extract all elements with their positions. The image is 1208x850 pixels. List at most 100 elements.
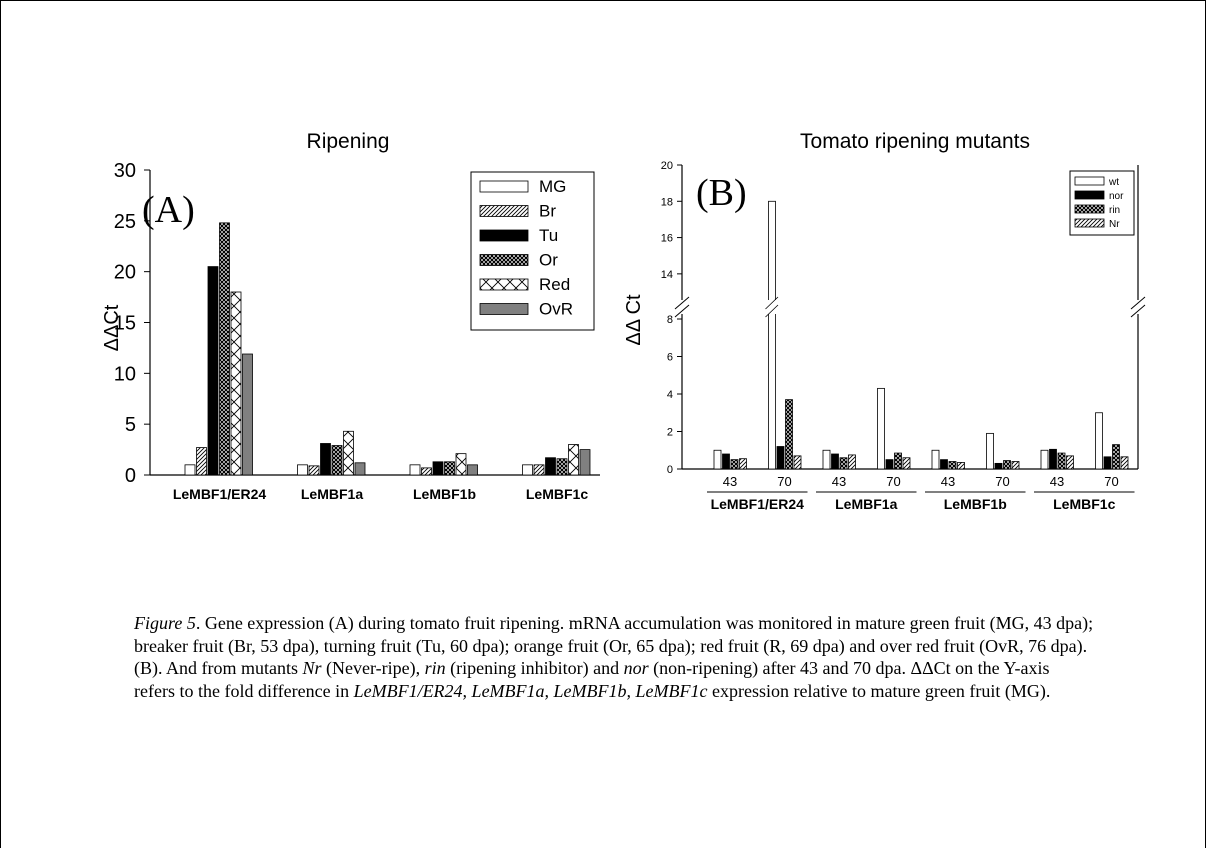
bar: [822, 449, 831, 470]
bar: [184, 464, 196, 476]
legend-label: rin: [1109, 205, 1120, 216]
bar: [768, 200, 776, 470]
panel-b-chart: 0 2 4 6 8 14 16 18 20 43 70 43 70 43 70 43 70 LeMBF1/ER24…: [661, 160, 1146, 512]
x-tick-label: LeMBF1c: [526, 486, 588, 502]
x-tick-label: 43: [723, 474, 737, 489]
legend-label: MG: [539, 177, 566, 196]
x-tick-label: 43: [941, 474, 955, 489]
x-tick-label: 70: [777, 474, 791, 489]
axis-break-mark: [674, 304, 690, 318]
bar: [957, 462, 965, 470]
x-tick-label: LeMBF1a: [301, 486, 363, 502]
bar: [444, 461, 455, 476]
group-label: LeMBF1/ER24: [711, 496, 805, 512]
bar: [432, 461, 444, 476]
legend-swatch: [1074, 176, 1105, 186]
bar-break-gap: [767, 300, 777, 314]
panel-a-title: Ripening: [307, 130, 390, 153]
bar: [409, 464, 421, 476]
bar: [568, 444, 579, 476]
axis-break-mark: [1130, 304, 1146, 318]
legend-swatch: [479, 229, 529, 242]
bar: [902, 457, 911, 470]
bar: [556, 458, 568, 476]
figure-charts: Ripening (A) ΔΔCt Tomato ripening mutant…: [101, 130, 1146, 512]
y-tick-label: 25: [114, 211, 136, 233]
bar-break-mark: [765, 304, 779, 318]
legend-swatch: [1074, 204, 1105, 214]
bar: [308, 465, 320, 476]
y-tick-label: 4: [667, 389, 673, 401]
y-tick-label: 8: [667, 314, 673, 326]
bar: [242, 353, 253, 476]
y-tick-label: 18: [661, 196, 673, 208]
x-tick-label: 70: [1104, 474, 1118, 489]
bar: [986, 432, 994, 470]
bar: [522, 464, 533, 476]
bar: [354, 462, 366, 476]
bar: [931, 449, 940, 470]
bar: [739, 458, 747, 470]
caption-label: Figure 5: [134, 613, 196, 633]
bar: [1057, 452, 1066, 470]
legend-label: wt: [1108, 177, 1119, 188]
bar: [230, 291, 242, 476]
panel-a-chart: 0 5 10 15 20 25 30 LeMBF1/ER24 LeMBF1a LeMBF1b LeM…: [114, 160, 600, 502]
bar: [320, 443, 331, 476]
bar: [831, 453, 839, 470]
y-tick-label: 15: [114, 313, 136, 335]
panel-b-title: Tomato ripening mutants: [800, 130, 1030, 153]
legend-label: Red: [539, 275, 570, 294]
y-tick-label: 0: [125, 465, 136, 487]
bar: [839, 457, 848, 470]
legend-swatch: [479, 278, 529, 291]
figure-caption: Figure 5. Gene expression (A) during tom…: [134, 612, 1094, 702]
panel-b-label: (B): [696, 172, 747, 214]
caption-genes: LeMBF1/ER24, LeMBF1a, LeMBF1b, LeMBF1c: [353, 680, 708, 701]
bar: [1112, 444, 1120, 470]
y-tick-label: 20: [661, 160, 673, 172]
caption-nr: Nr: [302, 658, 322, 678]
bar: [940, 459, 948, 470]
legend-swatch: [1074, 218, 1105, 228]
bar: [885, 459, 894, 470]
legend-swatch: [479, 180, 529, 193]
x-tick-label: 43: [1050, 474, 1064, 489]
bar: [785, 399, 793, 470]
bar-break-mark: [765, 296, 779, 310]
y-tick-label: 14: [661, 269, 673, 281]
bar: [219, 222, 230, 476]
x-tick-label: 70: [995, 474, 1009, 489]
x-tick-label: 70: [886, 474, 900, 489]
bar: [1095, 412, 1103, 470]
bar: [722, 453, 730, 470]
bar: [467, 464, 478, 476]
group-label: LeMBF1b: [944, 496, 1007, 512]
bar: [730, 459, 739, 470]
bar: [1066, 455, 1074, 470]
panel-a-label: (A): [142, 189, 195, 231]
bar: [533, 464, 545, 476]
y-tick-label: 10: [114, 363, 136, 385]
caption-text-4: (non-ripening) after 43 and 70 dpa. ΔΔCt…: [134, 658, 1050, 701]
bar: [1103, 456, 1112, 470]
legend-swatch: [479, 254, 529, 266]
legend-label: Tu: [539, 226, 558, 245]
caption-text-2: (Never-ripe),: [321, 658, 425, 678]
bar: [1040, 449, 1049, 470]
legend-label: Nr: [1109, 219, 1120, 230]
bar: [713, 449, 722, 470]
bar: [196, 447, 207, 476]
axis-break-mark: [674, 296, 690, 310]
bar: [1120, 456, 1129, 470]
caption-text-3: (ripening inhibitor) and: [445, 658, 624, 678]
bar: [579, 449, 591, 476]
y-tick-label: 16: [661, 233, 673, 245]
bar: [545, 457, 556, 476]
bar: [1049, 448, 1057, 470]
y-tick-label: 0: [667, 464, 673, 476]
bar: [948, 461, 957, 470]
caption-nor: nor: [623, 658, 649, 678]
bar: [331, 445, 343, 476]
